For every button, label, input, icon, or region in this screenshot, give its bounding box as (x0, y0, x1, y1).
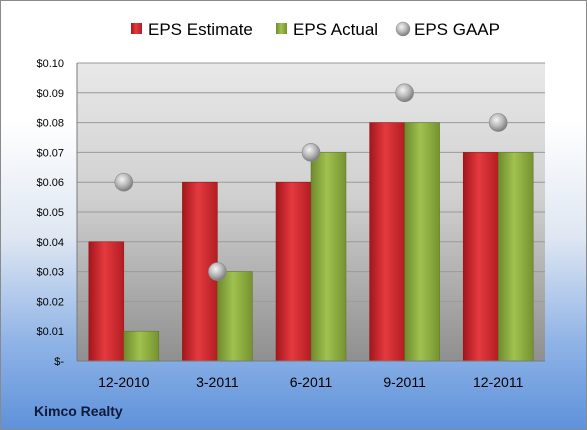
y-tick-label: $0.09 (36, 88, 64, 100)
legend-eps-gaap-swatch (395, 21, 411, 37)
legend-eps-actual-label: EPS Actual (293, 20, 378, 39)
legend-eps-gaap: EPS GAAP (395, 20, 500, 39)
bar-eps-estimate (369, 122, 405, 362)
x-tick-label: 6-2011 (290, 374, 333, 390)
legend-eps-estimate: EPS Estimate (131, 20, 253, 39)
marker-eps-gaap (208, 262, 227, 281)
legend-eps-actual-swatch (276, 23, 287, 34)
bar-eps-actual (310, 152, 347, 362)
y-tick-label: $0.01 (36, 326, 64, 338)
x-tick-label: 3-2011 (196, 374, 239, 390)
bar-eps-actual (217, 271, 253, 362)
bar-eps-actual (404, 122, 440, 362)
legend-eps-gaap-label: EPS GAAP (414, 20, 500, 39)
company-name: Kimco Realty (34, 403, 123, 419)
legend-eps-estimate-swatch (131, 23, 142, 34)
y-tick-label: $0.08 (36, 118, 64, 130)
y-tick-label: $0.05 (36, 207, 64, 219)
bar-eps-actual (497, 152, 534, 362)
y-tick-label: $0.07 (36, 147, 64, 159)
marker-eps-gaap (395, 83, 414, 103)
x-tick-label: 12-2011 (473, 374, 524, 390)
y-tick-label: $0.06 (36, 177, 64, 189)
y-tick-label: $0.04 (36, 237, 64, 249)
marker-eps-gaap (488, 113, 508, 132)
legend-eps-actual: EPS Actual (276, 20, 378, 39)
bar-eps-estimate (88, 241, 125, 362)
marker-eps-gaap (114, 172, 134, 192)
y-tick-label: $- (54, 356, 64, 368)
bar-eps-actual (123, 330, 160, 362)
x-tick-label: 12-2010 (98, 374, 150, 390)
legend-eps-estimate-label: EPS Estimate (148, 20, 253, 39)
x-tick-label: 9-2011 (383, 374, 426, 390)
y-tick-label: $0.03 (36, 267, 64, 279)
y-tick-label: $0.10 (36, 58, 64, 70)
y-tick-label: $0.02 (36, 296, 64, 308)
bar-eps-estimate (462, 152, 499, 362)
marker-eps-gaap (301, 143, 321, 162)
bar-eps-estimate (275, 181, 312, 362)
